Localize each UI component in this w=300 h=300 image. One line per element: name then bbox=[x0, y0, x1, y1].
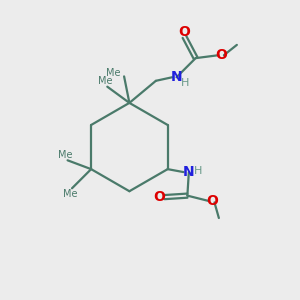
Text: O: O bbox=[178, 25, 190, 39]
Text: Me: Me bbox=[63, 189, 78, 199]
Text: H: H bbox=[194, 166, 202, 176]
Text: Me: Me bbox=[58, 150, 73, 160]
Text: O: O bbox=[153, 190, 165, 204]
Text: H: H bbox=[181, 78, 189, 88]
Text: N: N bbox=[171, 70, 182, 84]
Text: O: O bbox=[216, 48, 227, 62]
Text: O: O bbox=[206, 194, 218, 208]
Text: Me: Me bbox=[98, 76, 112, 86]
Text: Me: Me bbox=[106, 68, 120, 78]
Text: N: N bbox=[183, 165, 195, 179]
